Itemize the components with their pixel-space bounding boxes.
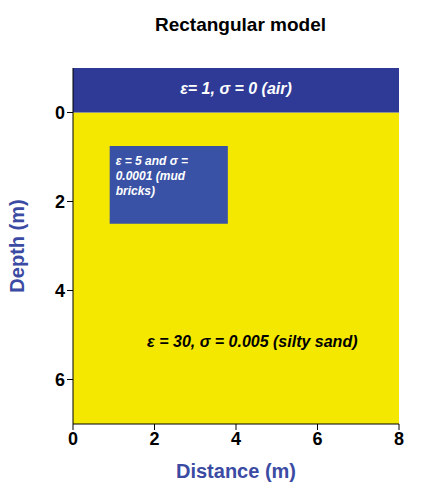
html-text:ε = 5 and σ = 0.0001 (mud bric: ε = 5 and σ = 0.0001 (mud bricks) — [115, 153, 189, 198]
svg-text:Distance (m): Distance (m) — [176, 460, 296, 482]
svg-text:Depth (m): Depth (m) — [8, 199, 28, 292]
svg-text:4: 4 — [231, 429, 241, 449]
svg-text:ε= 1, σ = 0 (air): ε= 1, σ = 0 (air) — [180, 80, 292, 97]
svg-text:6: 6 — [312, 429, 322, 449]
svg-text:6: 6 — [55, 370, 65, 390]
svg-text:2: 2 — [55, 192, 65, 212]
svg-text:ε = 30, σ = 0.005 (silty sand): ε = 30, σ = 0.005 (silty sand) — [147, 333, 357, 350]
svg-text:2: 2 — [149, 429, 159, 449]
svg-text:8: 8 — [394, 429, 404, 449]
html-text:Rectangular model: Rectangular model — [155, 14, 326, 35]
svg-text:4: 4 — [55, 281, 65, 301]
svg-text:0: 0 — [68, 429, 78, 449]
svg-text:0: 0 — [55, 103, 65, 123]
